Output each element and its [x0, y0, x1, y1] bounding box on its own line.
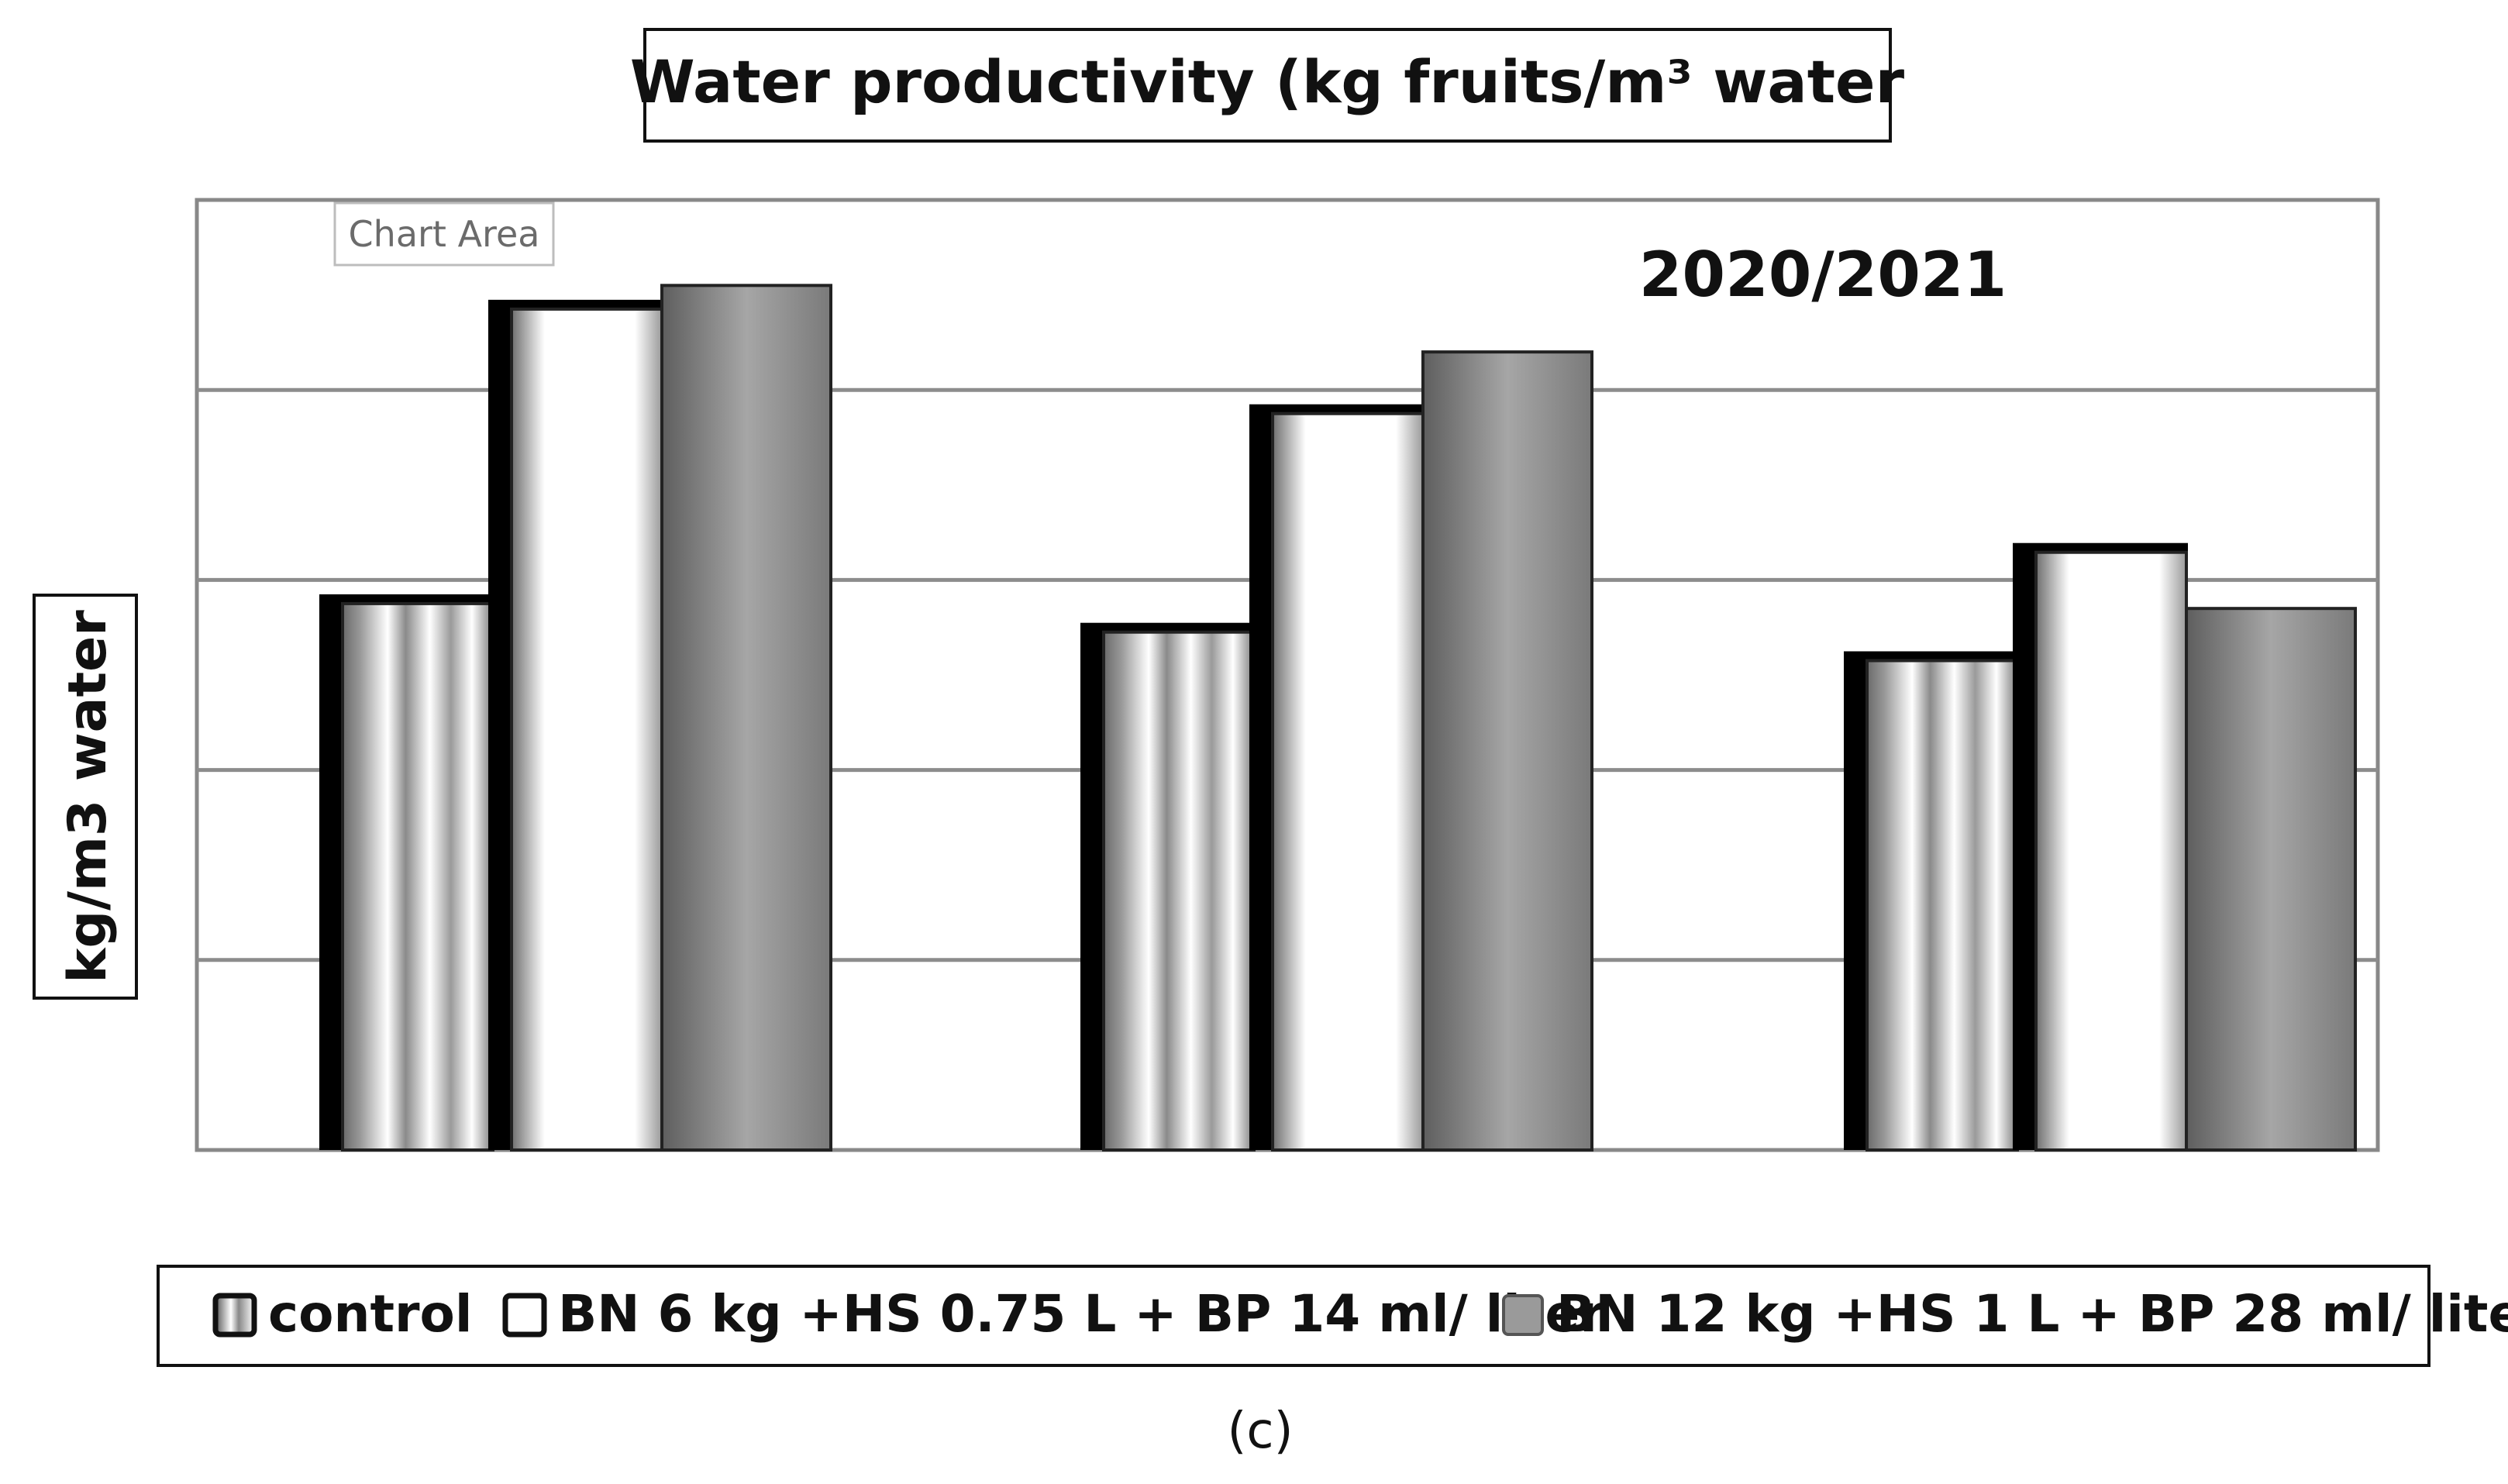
legend-swatch-bn6 — [502, 1293, 547, 1338]
legend-swatch-bn12 — [1502, 1294, 1544, 1336]
bar-top-edge — [1249, 404, 1425, 414]
legend-label-control: control — [268, 1284, 473, 1344]
bar-top-edge — [319, 594, 494, 604]
bar — [2185, 607, 2357, 1152]
bar-series1-group0 — [488, 299, 663, 1152]
bar-series2-group0 — [660, 284, 832, 1152]
y-axis-label-box: kg/m3 water — [33, 594, 138, 1000]
bar-series2-group1 — [1421, 350, 1593, 1152]
chart-subtitle: 2020/2021 — [1639, 239, 2007, 311]
bar — [1865, 659, 2019, 1152]
chart-title-box: Water productivity (kg fruits/m³ water — [630, 28, 1905, 143]
bar-series0-group0 — [319, 594, 494, 1152]
chart-area-tooltip-label: Chart Area — [349, 213, 540, 255]
bar — [341, 601, 494, 1152]
bar-top-edge — [488, 299, 663, 309]
legend-label-bn6: BN 6 kg +HS 0.75 L + BP 14 ml/ liter — [558, 1284, 1605, 1344]
legend-item-control: control — [212, 1284, 473, 1344]
figure-caption: (c) — [1227, 1403, 1293, 1460]
legend-label-bn12: BN 12 kg +HS 1 L + BP 28 ml/ liter — [1556, 1284, 2508, 1344]
legend-item-bn12: BN 12 kg +HS 1 L + BP 28 ml/ liter — [1502, 1284, 2508, 1344]
bars — [319, 284, 2357, 1152]
legend: control BN 6 kg +HS 0.75 L + BP 14 ml/ l… — [157, 1265, 2508, 1367]
bar — [660, 284, 832, 1152]
bar-series2-group2 — [2185, 607, 2357, 1152]
bar-top-edge — [2013, 542, 2188, 553]
bar-top-edge — [1844, 651, 2019, 661]
bar-series0-group1 — [1080, 622, 1256, 1152]
chart-area-tooltip: Chart Area — [333, 201, 555, 267]
bar — [1421, 350, 1593, 1152]
bar — [510, 307, 663, 1152]
bar-series0-group2 — [1844, 651, 2019, 1152]
bar-series1-group1 — [1249, 404, 1425, 1152]
chart-title: Water productivity (kg fruits/m³ water — [630, 47, 1905, 116]
legend-swatch-control — [212, 1293, 257, 1338]
bar-series1-group2 — [2013, 542, 2188, 1152]
legend-item-bn6: BN 6 kg +HS 0.75 L + BP 14 ml/ liter — [502, 1284, 1605, 1344]
y-axis-label: kg/m3 water — [57, 610, 119, 983]
bar-top-edge — [1080, 622, 1256, 632]
bar — [2034, 550, 2188, 1152]
bar — [1271, 411, 1425, 1152]
bar — [1102, 630, 1256, 1152]
